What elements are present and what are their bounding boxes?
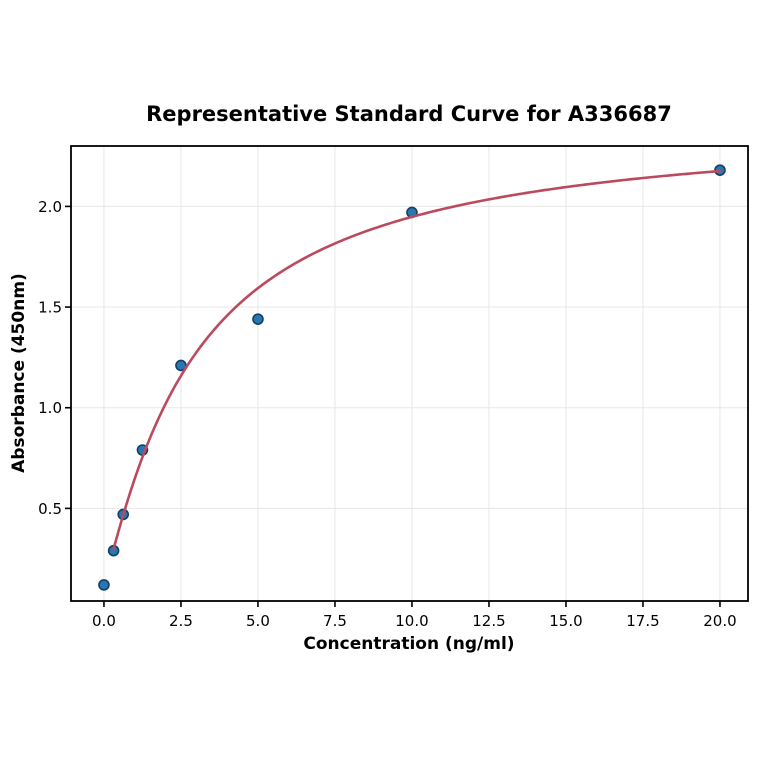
x-tick-label: 5.0 xyxy=(246,612,270,630)
data-point xyxy=(98,579,110,591)
data-point xyxy=(252,313,264,325)
axis-ticks xyxy=(65,205,721,607)
x-tick-label: 2.5 xyxy=(169,612,193,630)
y-tick-label: 1.5 xyxy=(38,299,62,317)
chart-title: Representative Standard Curve for A33668… xyxy=(146,102,672,126)
y-axis-label: Absorbance (450nm) xyxy=(9,273,29,473)
x-tick-label: 10.0 xyxy=(395,612,428,630)
tick-labels: 0.0 2.5 5.0 7.5 10.0 12.5 15.0 17.5 20.0 0.5 1.0 1.… xyxy=(38,198,737,630)
y-tick-label: 0.5 xyxy=(38,500,62,518)
y-tick-label: 2.0 xyxy=(38,198,62,216)
x-tick-label: 7.5 xyxy=(323,612,347,630)
x-tick-label: 12.5 xyxy=(472,612,505,630)
x-tick-label: 0.0 xyxy=(92,612,116,630)
x-axis-label: Concentration (ng/ml) xyxy=(303,634,514,654)
x-tick-label: 20.0 xyxy=(703,612,736,630)
y-tick-label: 1.0 xyxy=(38,399,62,417)
fit-curve-line xyxy=(112,169,722,551)
x-tick-label: 17.5 xyxy=(626,612,659,630)
x-tick-label: 15.0 xyxy=(549,612,582,630)
plot-border xyxy=(70,145,749,602)
